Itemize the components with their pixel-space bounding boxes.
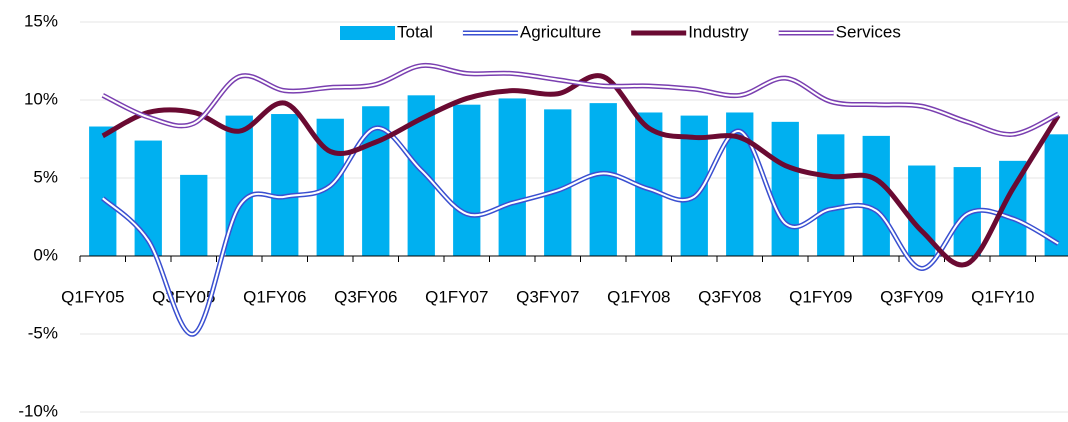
x-tick-label: Q1FY07: [425, 287, 488, 306]
y-tick-label: 15%: [24, 11, 58, 30]
line: [101, 73, 1061, 268]
y-tick-label: 0%: [33, 245, 58, 264]
x-tick-label: Q3FY08: [698, 287, 761, 306]
x-tick-label: Q1FY10: [971, 287, 1034, 306]
legend-label: Services: [836, 22, 901, 41]
bar: [817, 134, 845, 256]
line-inner: [102, 64, 1059, 136]
y-tick-label: -5%: [28, 323, 58, 342]
x-tick-label: Q3FY05: [152, 287, 215, 306]
x-tick-label: Q1FY09: [789, 287, 852, 306]
bar: [1044, 134, 1068, 256]
x-tick-label: Q1FY08: [607, 287, 670, 306]
legend-label: Total: [397, 22, 433, 41]
bar: [498, 98, 526, 256]
line-inner: [102, 127, 1059, 336]
legend-swatch: [340, 26, 395, 40]
y-tick-label: -10%: [18, 401, 58, 420]
x-tick-label: Q3FY09: [880, 287, 943, 306]
x-tick-label: Q3FY06: [334, 287, 397, 306]
bar: [771, 121, 799, 256]
bar: [180, 174, 208, 256]
x-tick-label: Q1FY05: [61, 287, 124, 306]
x-tick-label: Q1FY06: [243, 287, 306, 306]
legend-label: Industry: [688, 22, 749, 41]
bar: [862, 135, 890, 256]
bar: [589, 103, 617, 257]
bar: [544, 109, 572, 256]
y-tick-label: 10%: [24, 89, 58, 108]
legend-label: Agriculture: [520, 22, 601, 41]
bar: [271, 114, 299, 256]
bar: [89, 126, 117, 257]
bar: [453, 104, 481, 257]
y-tick-label: 5%: [33, 167, 58, 186]
x-tick-label: Q3FY07: [516, 287, 579, 306]
